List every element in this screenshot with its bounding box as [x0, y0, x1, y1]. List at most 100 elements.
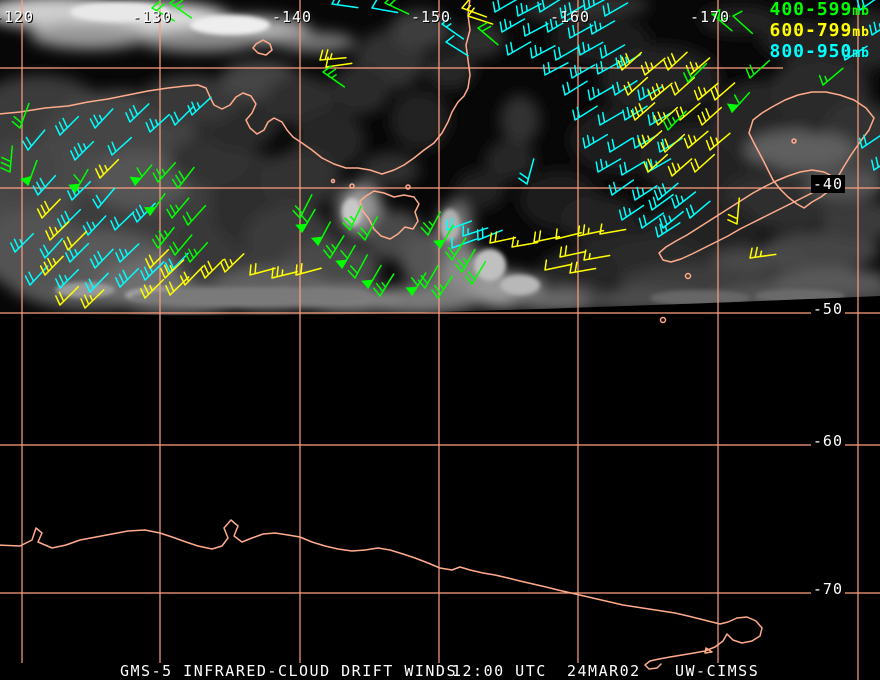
wind-barb: [619, 160, 646, 176]
legend-row-low: 800-950mb: [769, 41, 870, 62]
wind-barb: [697, 106, 723, 126]
wind-barb: [310, 221, 331, 246]
wind-barb: [125, 103, 150, 123]
wind-barb: [249, 262, 276, 276]
pressure-level-legend: 400-599mb 600-799mb 800-950mb: [769, 0, 870, 63]
wind-barb: [856, 0, 876, 11]
island-dot: [659, 316, 667, 324]
wind-barb: [292, 194, 313, 219]
wind-barb: [622, 105, 648, 121]
wind-barb: [582, 0, 606, 11]
island-dot: [405, 184, 411, 190]
wind-barb: [589, 20, 616, 35]
wind-barb: [587, 86, 614, 101]
wind-barb: [145, 113, 171, 133]
wind-barb: [68, 168, 89, 193]
lon-label: -170: [689, 8, 731, 26]
wind-barb: [655, 222, 681, 238]
lon-label: -130: [131, 8, 173, 26]
caption-title: GMS-5 INFRARED-CLOUD DRIFT WINDS: [120, 662, 457, 680]
wind-barb-layer: [0, 0, 880, 309]
wind-barb: [577, 41, 604, 56]
wind-barb: [107, 136, 133, 156]
wind-barb: [451, 237, 478, 249]
wind-barb: [683, 130, 709, 149]
wind-barb: [184, 241, 209, 263]
wind-barb: [164, 252, 189, 273]
wind-barb: [632, 134, 659, 149]
wind-barb: [420, 211, 441, 236]
wind-barb: [559, 245, 587, 258]
wind-barb: [89, 108, 114, 129]
wind-barb: [55, 115, 80, 136]
wind-barb: [653, 106, 679, 126]
wind-barb: [357, 216, 378, 241]
wind-barb: [89, 248, 114, 269]
wind-barb: [179, 265, 204, 286]
wind-barb: [67, 180, 92, 201]
wind-barb: [441, 17, 465, 40]
wind-barb: [32, 174, 57, 196]
wind-barb: [640, 57, 666, 76]
wind-barb: [505, 41, 532, 56]
lon-label: -150: [410, 8, 452, 26]
wind-barb: [80, 289, 105, 309]
wind-barb: [618, 204, 645, 221]
wind-barb: [645, 158, 672, 173]
caption-source: UW-CIMSS: [675, 662, 760, 680]
wind-barb: [331, 0, 359, 9]
coastline-tasmania: [359, 190, 420, 240]
wind-barb: [653, 182, 679, 201]
wind-barb: [637, 85, 664, 101]
wind-barb: [749, 246, 777, 259]
wind-barb: [39, 237, 64, 259]
wind-barb: [151, 226, 175, 249]
wind-barb: [454, 248, 476, 273]
caption-bar: GMS-5 INFRARED-CLOUD DRIFT WINDS 12:00 U…: [0, 662, 880, 680]
wind-barb: [683, 62, 708, 83]
wind-barb: [499, 18, 526, 33]
wind-barb: [295, 208, 316, 233]
wind-barb: [39, 255, 64, 276]
wind-barb: [522, 22, 549, 37]
wind-barb: [405, 272, 427, 296]
wind-barb: [577, 224, 605, 237]
wind-barb: [569, 261, 597, 274]
wind-barb: [705, 132, 731, 151]
wind-barb: [515, 2, 542, 17]
wind-barb: [165, 276, 190, 296]
wind-barb: [727, 197, 741, 225]
wind-barb: [45, 221, 70, 241]
wind-barb: [36, 198, 61, 219]
wind-barb: [477, 22, 499, 46]
wind-barb: [467, 7, 494, 25]
wind-barb: [643, 153, 669, 173]
wind-barb: [95, 158, 120, 179]
wind-barb: [0, 145, 14, 173]
wind-barb: [648, 193, 674, 211]
legend-row-mid: 600-799mb: [769, 20, 870, 41]
wind-barb: [489, 231, 517, 244]
island-dot: [349, 183, 355, 189]
wind-barb: [572, 105, 598, 121]
wind-barb: [559, 2, 586, 19]
wind-barb: [608, 179, 635, 196]
wind-barb: [842, 45, 868, 61]
wind-barb: [417, 264, 439, 289]
wind-barb: [384, 0, 410, 15]
wind-barb: [140, 261, 165, 281]
wind-barb: [726, 91, 751, 113]
wind-barb: [663, 51, 688, 71]
wind-barb: [670, 76, 696, 96]
wind-barb: [92, 187, 116, 209]
wind-barb: [511, 236, 539, 248]
lon-label: -140: [271, 8, 313, 26]
wind-barb: [544, 259, 572, 271]
wind-barb: [542, 61, 569, 76]
wind-barb: [555, 228, 582, 240]
wind-barb: [567, 24, 594, 39]
wind-barb: [24, 265, 49, 286]
wind-barb: [685, 200, 711, 219]
wind-barb: [115, 267, 140, 288]
